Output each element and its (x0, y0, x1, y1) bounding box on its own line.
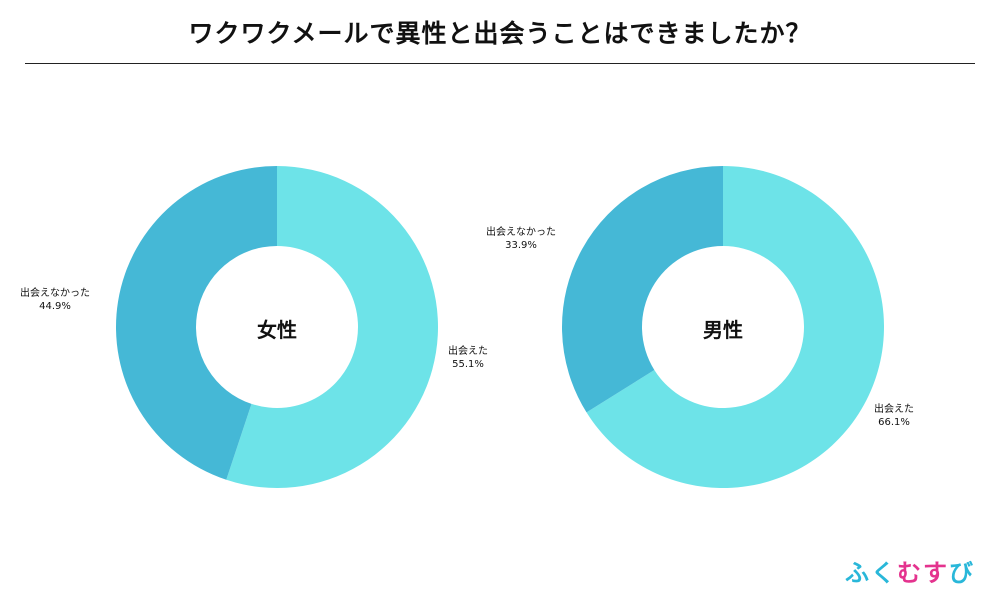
logo-char: す (923, 559, 949, 587)
slice-name: 出会えなかった (486, 227, 556, 238)
slice-label-male-not-met: 出会えなかった 33.9% (486, 226, 556, 252)
slice-value: 33.9% (505, 240, 537, 251)
donut-center-label-male: 男性 (703, 318, 743, 342)
logo-char: び (949, 559, 975, 587)
slice-value: 66.1% (878, 417, 910, 428)
slice-male-not-met (562, 166, 723, 413)
slice-label-female-met: 出会えた 55.1% (448, 345, 488, 371)
slice-male-met (586, 166, 884, 488)
title-divider (25, 63, 975, 64)
donut-center-label-female: 女性 (257, 318, 297, 342)
slice-female-not-met (116, 166, 278, 480)
brand-logo: ふくむすび (845, 553, 975, 588)
slice-name: 出会えた (874, 404, 914, 415)
slice-label-female-not-met: 出会えなかった 44.9% (20, 287, 90, 313)
slice-name: 出会えなかった (20, 288, 90, 299)
slice-value: 55.1% (452, 359, 484, 370)
slice-female-met (226, 166, 438, 488)
slice-label-male-met: 出会えた 66.1% (874, 403, 914, 429)
slice-name: 出会えた (448, 346, 488, 357)
slice-value: 44.9% (39, 301, 71, 312)
chart-title: ワクワクメールで異性と出会うことはできましたか？ (188, 19, 812, 48)
logo-char: く (871, 559, 897, 587)
logo-char: ふ (845, 559, 871, 587)
logo-char: む (897, 559, 923, 587)
